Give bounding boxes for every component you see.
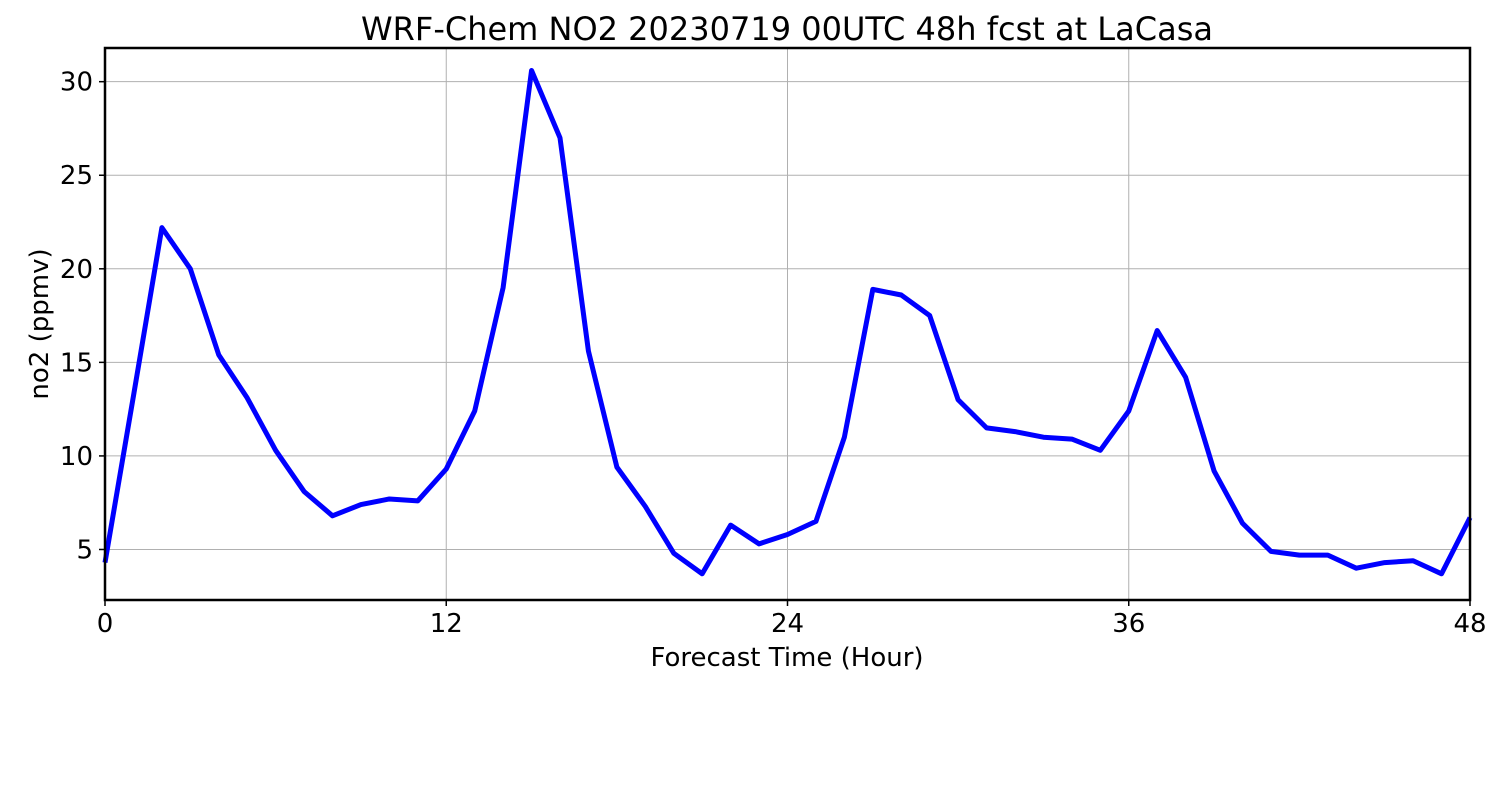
series-line [102, 67, 1473, 577]
y-tick-label: 25 [60, 161, 93, 191]
x-tick-label: 24 [771, 609, 804, 639]
y-tick-label: 15 [60, 348, 93, 378]
x-axis-label: Forecast Time (Hour) [650, 643, 923, 673]
y-tick-label: 30 [60, 68, 93, 98]
x-tick-label: 36 [1112, 609, 1145, 639]
y-axis-label: no2 (ppmv) [25, 248, 55, 399]
y-tick-label: 20 [60, 255, 93, 285]
tick-layer: 0 12 24 36 48 5 10 15 20 25 30 [60, 68, 1487, 639]
series-layer [102, 67, 1473, 577]
x-tick-label: 12 [430, 609, 463, 639]
y-tick-label: 10 [60, 442, 93, 472]
x-tick-label: 48 [1453, 609, 1486, 639]
grid [104, 48, 1471, 600]
chart-title: WRF-Chem NO2 20230719 00UTC 48h fcst at … [361, 10, 1213, 48]
y-tick-label: 5 [76, 535, 93, 565]
x-tick-label: 0 [97, 609, 114, 639]
